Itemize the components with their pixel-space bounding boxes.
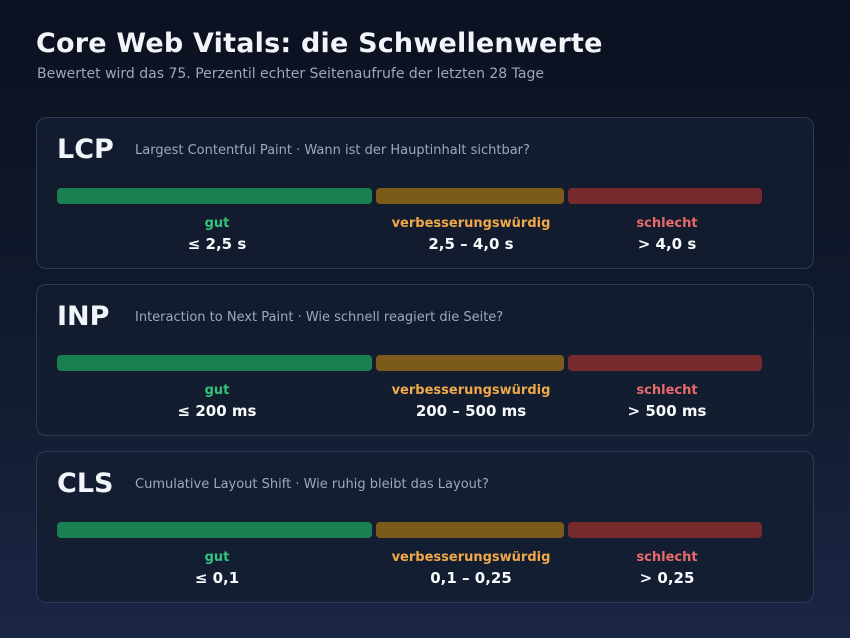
- metric-abbr: LCP: [57, 134, 114, 165]
- range-poor: > 0,25: [639, 569, 695, 587]
- zone-label-good: gut: [204, 383, 230, 398]
- metric-description: Largest Contentful Paint · Wann ist der …: [135, 143, 530, 158]
- metric-abbr: CLS: [57, 468, 114, 499]
- range-good: ≤ 200 ms: [177, 402, 257, 420]
- zone-label-needs-improvement: verbesserungswürdig: [391, 550, 551, 565]
- metric-card-cls: CLS Cumulative Layout Shift · Wie ruhig …: [36, 451, 814, 603]
- zone-label-good: gut: [204, 550, 230, 565]
- range-needs-improvement: 200 – 500 ms: [415, 402, 527, 420]
- zone-label-poor: schlecht: [636, 383, 698, 398]
- bar-poor: [568, 188, 762, 204]
- bar-good: [57, 355, 372, 371]
- bar-good: [57, 188, 372, 204]
- metric-card-lcp: LCP Largest Contentful Paint · Wann ist …: [36, 117, 814, 269]
- metric-description: Interaction to Next Paint · Wie schnell …: [135, 310, 504, 325]
- bar-needs-improvement: [376, 188, 564, 204]
- range-good: ≤ 0,1: [194, 569, 240, 587]
- range-needs-improvement: 2,5 – 4,0 s: [428, 235, 514, 253]
- zone-label-needs-improvement: verbesserungswürdig: [391, 216, 551, 231]
- metric-card-inp: INP Interaction to Next Paint · Wie schn…: [36, 284, 814, 436]
- page-title: Core Web Vitals: die Schwellenwerte: [36, 28, 603, 59]
- zone-label-poor: schlecht: [636, 216, 698, 231]
- bar-poor: [568, 355, 762, 371]
- bar-good: [57, 522, 372, 538]
- range-poor: > 500 ms: [627, 402, 707, 420]
- zone-label-poor: schlecht: [636, 550, 698, 565]
- range-poor: > 4,0 s: [637, 235, 697, 253]
- metric-abbr: INP: [57, 301, 110, 332]
- range-good: ≤ 2,5 s: [187, 235, 247, 253]
- zone-label-needs-improvement: verbesserungswürdig: [391, 383, 551, 398]
- page-subtitle: Bewertet wird das 75. Perzentil echter S…: [37, 66, 544, 82]
- zone-label-good: gut: [204, 216, 230, 231]
- metric-description: Cumulative Layout Shift · Wie ruhig blei…: [135, 477, 489, 492]
- range-needs-improvement: 0,1 – 0,25: [430, 569, 512, 587]
- bar-poor: [568, 522, 762, 538]
- bar-needs-improvement: [376, 522, 564, 538]
- bar-needs-improvement: [376, 355, 564, 371]
